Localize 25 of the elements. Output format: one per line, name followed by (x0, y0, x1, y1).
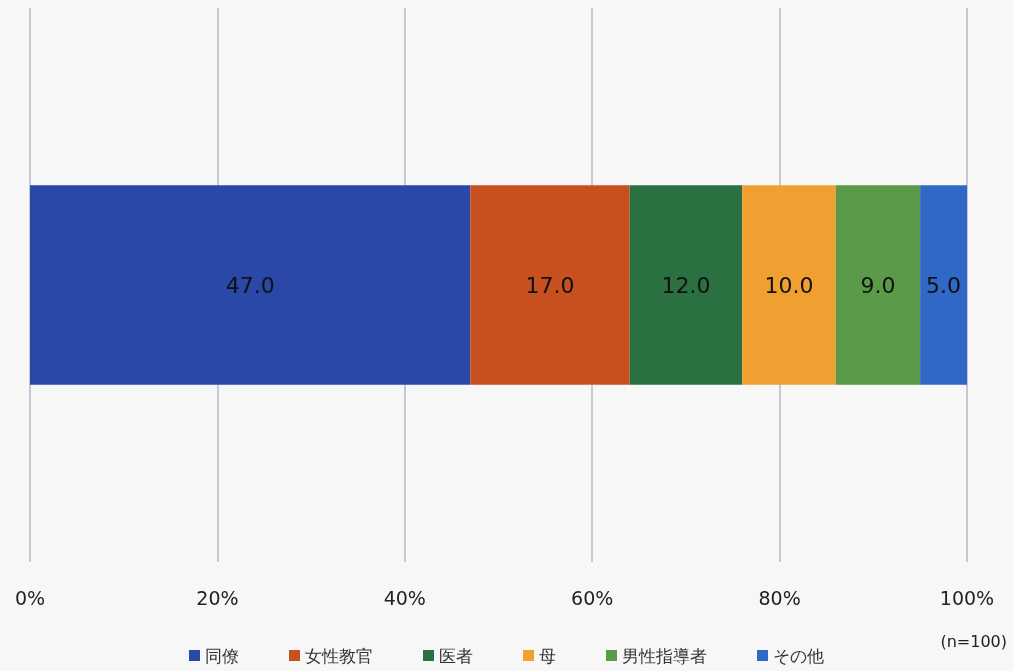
legend-label: 女性教官 (305, 645, 373, 666)
bar (742, 185, 836, 385)
x-tick-label: 80% (758, 586, 801, 609)
data-label: 47.0 (225, 272, 275, 298)
legend-label: 男性指導者 (622, 645, 707, 666)
data-label: 17.0 (525, 272, 575, 298)
x-tick-label: 60% (571, 586, 614, 609)
legend-label: 同僚 (205, 645, 239, 666)
data-label: 10.0 (764, 272, 814, 298)
bar (30, 185, 471, 385)
text: (n=100) (940, 631, 1008, 651)
x-tick-label: 20% (196, 586, 239, 609)
legend-label: その他 (773, 645, 824, 666)
bar (835, 185, 921, 385)
legend-label: 母 (539, 645, 556, 666)
bar (470, 185, 630, 385)
legend-label: 医者 (439, 645, 473, 666)
data-label: 5.0 (926, 272, 962, 298)
bar (920, 185, 967, 385)
bar (629, 185, 743, 385)
x-tick-label: 100% (939, 586, 995, 609)
data-label: 9.0 (860, 272, 896, 298)
x-tick-label: 0% (14, 586, 46, 609)
x-tick-label: 40% (383, 586, 426, 609)
data-label: 12.0 (661, 272, 711, 298)
